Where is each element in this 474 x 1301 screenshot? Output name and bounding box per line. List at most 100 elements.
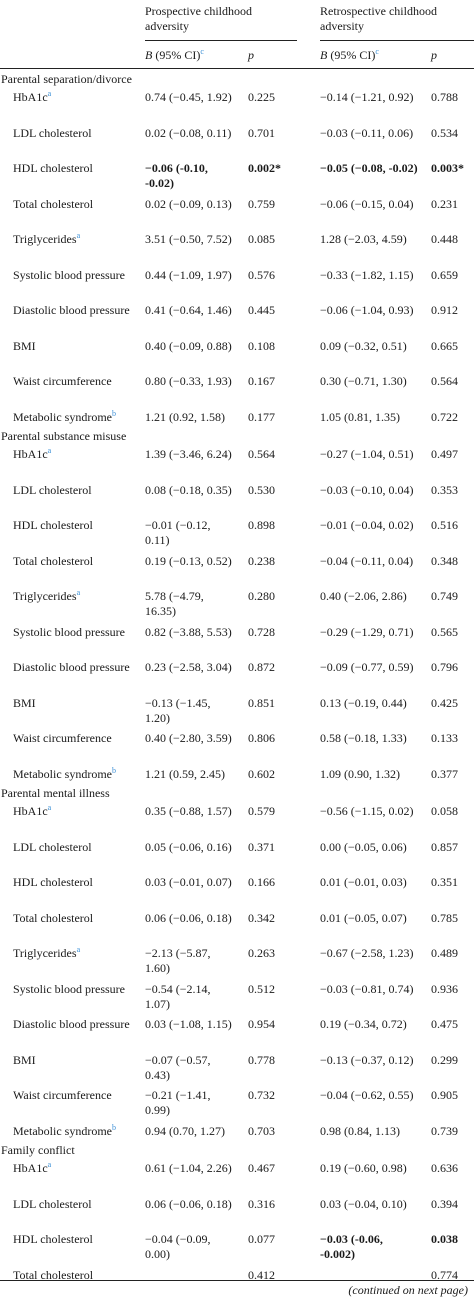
retrospective-estimate: −0.01 (−0.04, 0.02) [320,518,414,532]
retrospective-p-value: 0.936 [431,981,458,996]
prospective-estimate: 0.06 (−0.06, 0.18) [145,910,232,925]
row-label: Total cholesterol [13,911,133,926]
retrospective-estimate: 0.13 (−0.19, 0.44) [320,695,407,710]
footnote-mark: a [47,1160,52,1169]
row-label: HbA1ca [13,1161,133,1176]
section-heading: Family conflict [1,1143,75,1157]
row-label-text: LDL cholesterol [13,1196,92,1211]
retrospective-p-value: 0.905 [431,1088,458,1102]
prospective-p-value: 0.732 [248,1088,275,1102]
retrospective-estimate: −0.33 (−1.82, 1.15) [320,267,414,282]
row-label: HDL cholesterol [13,518,133,533]
row-label: HDL cholesterol [13,1232,133,1247]
row-label: Waist circumference [13,1088,133,1103]
table-top-rule [0,68,474,69]
retrospective-estimate: 1.05 (0.81, 1.35) [320,409,400,424]
prospective-estimate: 0.40 (−0.09, 0.88) [145,338,232,353]
b-ci-header-pro: B (95% CI)c [145,48,204,63]
prospective-p-value: 0.108 [248,338,275,353]
row-label-text: Total cholesterol [13,196,94,211]
row-label-text: HDL cholesterol [13,161,93,175]
prospective-estimate: −0.13 (−1.45, 1.20) [145,695,211,725]
prospective-p-value: 0.576 [248,267,275,282]
row-label-text: HbA1c [13,804,48,818]
row-label-text: HDL cholesterol [13,875,93,889]
prospective-estimate: 0.05 (−0.06, 0.16) [145,839,232,854]
row-label: LDL cholesterol [13,126,133,141]
retrospective-p-value: 0.299 [431,1052,458,1067]
retrospective-estimate: 0.09 (−0.32, 0.51) [320,338,407,353]
row-label-text: LDL cholesterol [13,125,92,140]
section-heading: Parental substance misuse [1,429,127,443]
prospective-estimate: 0.74 (−0.45, 1.92) [145,90,232,104]
footnote-mark: a [76,945,81,954]
retrospective-estimate: −0.04 (−0.11, 0.04) [320,553,414,568]
retrospective-p-value: 0.448 [431,232,458,246]
retrospective-estimate: −0.05 (−0.08, -0.02) [320,161,418,175]
ci-label: (95% CI) [327,48,376,62]
row-label: Diastolic blood pressure [13,660,133,675]
retrospective-p-value: 0.722 [431,409,458,424]
retrospective-p-value: 0.353 [431,482,458,497]
row-label-text: Diastolic blood pressure [13,660,130,674]
retrospective-p-value: 0.788 [431,90,458,104]
footnote-mark: a [76,231,81,240]
prospective-estimate: 0.02 (−0.09, 0.13) [145,196,232,211]
retrospective-p-value: 0.475 [431,1017,458,1031]
prospective-p-value: 0.077 [248,1232,275,1246]
retrospective-p-value: 0.351 [431,875,458,889]
retrospective-estimate: −0.04 (−0.62, 0.55) [320,1088,414,1102]
prospective-p-value: 0.167 [248,374,275,388]
footnote-mark: b [111,1122,116,1132]
row-label: Waist circumference [13,731,133,746]
row-label-text: LDL cholesterol [13,839,92,854]
prospective-p-value: 0.512 [248,981,275,996]
b-label: B [320,48,328,62]
row-label-text: BMI [13,1052,36,1067]
row-label-text: Diastolic blood pressure [13,303,130,317]
prospective-estimate: 1.21 (0.59, 2.45) [145,766,225,781]
retrospective-p-value: 0.785 [431,910,458,925]
retrospective-estimate: 0.30 (−0.71, 1.30) [320,374,407,388]
row-label-text: HbA1c [13,447,48,461]
row-label: Waist circumference [13,374,133,389]
row-label-text: BMI [13,338,36,353]
row-label-text: Metabolic syndrome [13,409,112,424]
ci-label: (95% CI) [152,48,201,62]
retrospective-estimate: −0.03 (−0.10, 0.04) [320,482,414,497]
retrospective-p-value: 0.534 [431,125,458,140]
prospective-p-value: 0.530 [248,482,275,497]
row-label: Diastolic blood pressure [13,303,133,318]
row-label: Diastolic blood pressure [13,1017,133,1032]
prospective-estimate: −0.04 (−0.09, 0.00) [145,1232,211,1261]
prospective-estimate: 0.35 (−0.88, 1.57) [145,804,232,818]
retrospective-p-value: 0.348 [431,553,458,568]
retrospective-p-value: 0.912 [431,303,458,317]
retrospective-estimate: −0.03 (-0.06, -0.002) [320,1232,383,1261]
retrospective-estimate: −0.29 (−1.29, 0.71) [320,624,414,639]
row-label: BMI [13,339,133,354]
prospective-p-value: 0.445 [248,303,275,317]
row-label-text: HDL cholesterol [13,1232,93,1246]
row-label-text: BMI [13,695,36,710]
row-label: LDL cholesterol [13,1197,133,1212]
prospective-estimate: 0.08 (−0.18, 0.35) [145,482,232,497]
prospective-p-value: 0.703 [248,1123,275,1138]
prospective-estimate: 0.19 (−0.13, 0.52) [145,553,232,568]
row-label-text: HDL cholesterol [13,518,93,532]
retrospective-estimate: −0.03 (−0.11, 0.06) [320,125,414,140]
prospective-p-value: 0.412 [248,1267,275,1282]
retrospective-estimate: −0.06 (−1.04, 0.93) [320,303,414,317]
prospective-p-value: 0.701 [248,125,275,140]
prospective-estimate: 5.78 (−4.79, 16.35) [145,589,204,618]
row-label: LDL cholesterol [13,840,133,855]
row-label-text: Metabolic syndrome [13,1123,112,1138]
prospective-estimate: 0.03 (−1.08, 1.15) [145,1017,232,1031]
p-header-ret: p [431,48,437,62]
prospective-p-value: 0.759 [248,196,275,211]
row-label: Total cholesterol [13,554,133,569]
retrospective-p-value: 0.425 [431,695,458,710]
row-label: HDL cholesterol [13,161,133,176]
retrospective-p-value: 0.058 [431,804,458,818]
retrospective-estimate: 0.58 (−0.18, 1.33) [320,731,407,745]
